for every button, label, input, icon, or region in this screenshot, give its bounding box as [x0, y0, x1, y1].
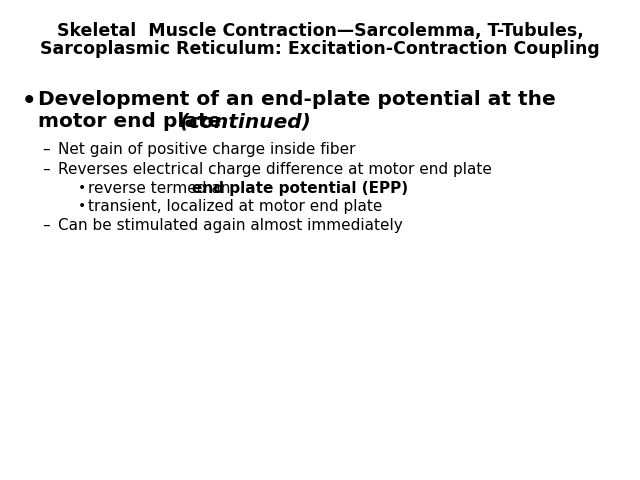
Text: transient, localized at motor end plate: transient, localized at motor end plate	[88, 199, 382, 214]
Text: Net gain of positive charge inside fiber: Net gain of positive charge inside fiber	[58, 142, 355, 157]
Text: Can be stimulated again almost immediately: Can be stimulated again almost immediate…	[58, 218, 403, 233]
Text: Reverses electrical charge difference at motor end plate: Reverses electrical charge difference at…	[58, 162, 492, 177]
Text: –: –	[42, 218, 50, 233]
Text: •: •	[78, 199, 86, 213]
Text: •: •	[78, 181, 86, 195]
Text: •: •	[22, 90, 36, 113]
Text: Development of an end-plate potential at the: Development of an end-plate potential at…	[38, 90, 556, 109]
Text: end plate potential (EPP): end plate potential (EPP)	[192, 181, 408, 196]
Text: –: –	[42, 162, 50, 177]
Text: –: –	[42, 142, 50, 157]
Text: Skeletal  Muscle Contraction—Sarcolemma, T-Tubules,: Skeletal Muscle Contraction—Sarcolemma, …	[56, 22, 584, 40]
Text: (continued): (continued)	[179, 112, 311, 131]
Text: motor end plate: motor end plate	[38, 112, 228, 131]
Text: reverse termed an: reverse termed an	[88, 181, 236, 196]
Text: Sarcoplasmic Reticulum: Excitation-Contraction Coupling: Sarcoplasmic Reticulum: Excitation-Contr…	[40, 40, 600, 58]
